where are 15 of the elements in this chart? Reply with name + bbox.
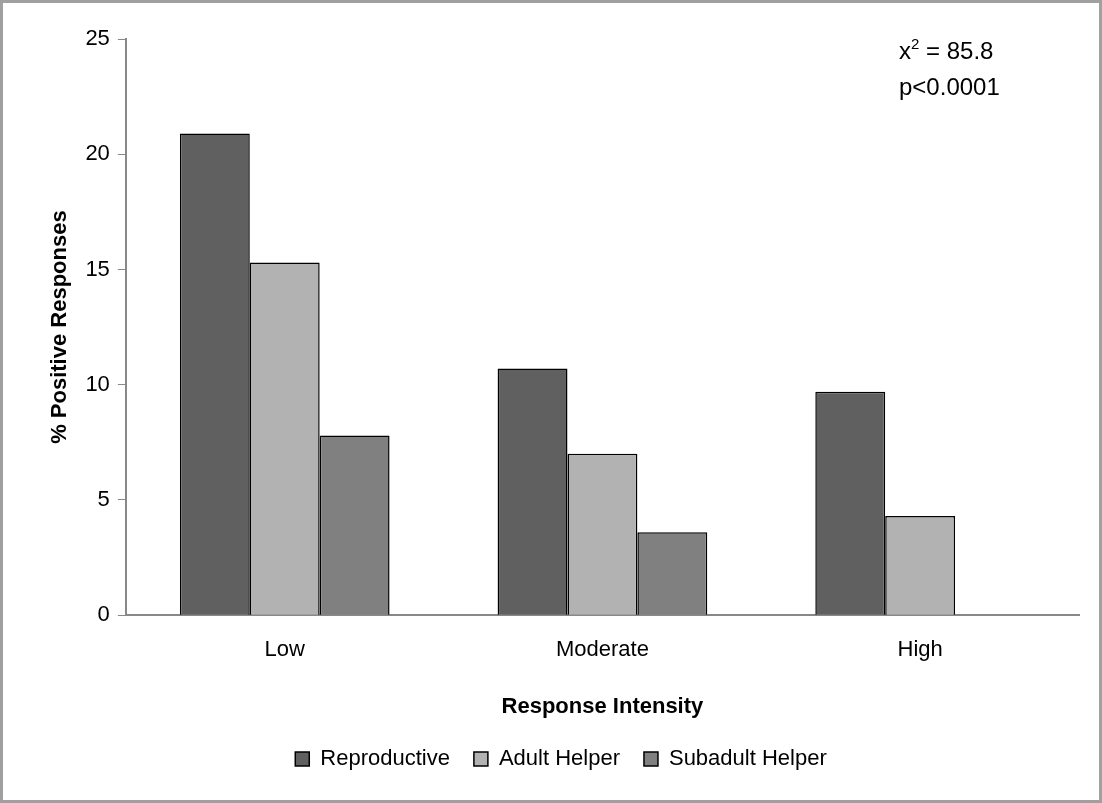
y-tick-label: 25	[85, 25, 110, 51]
legend-label: Adult Helper	[498, 745, 620, 771]
y-tick-label: 20	[85, 140, 110, 166]
legend-label: Subadult Helper	[668, 745, 827, 771]
x-tick-label: High	[897, 636, 943, 662]
annotation: p<0.0001	[899, 73, 1000, 100]
y-tick-label: 5	[97, 486, 110, 512]
legend-label: Reproductive	[320, 745, 450, 771]
y-tick-label: 10	[85, 370, 110, 396]
x-tick-label: Moderate	[555, 636, 649, 662]
x-tick-label: Low	[264, 636, 306, 662]
y-axis-title: % Positive Responses	[46, 210, 72, 444]
y-tick-label: 15	[85, 255, 110, 281]
y-tick-label: 0	[97, 601, 110, 627]
x-axis-title: Response Intensity	[501, 692, 705, 718]
